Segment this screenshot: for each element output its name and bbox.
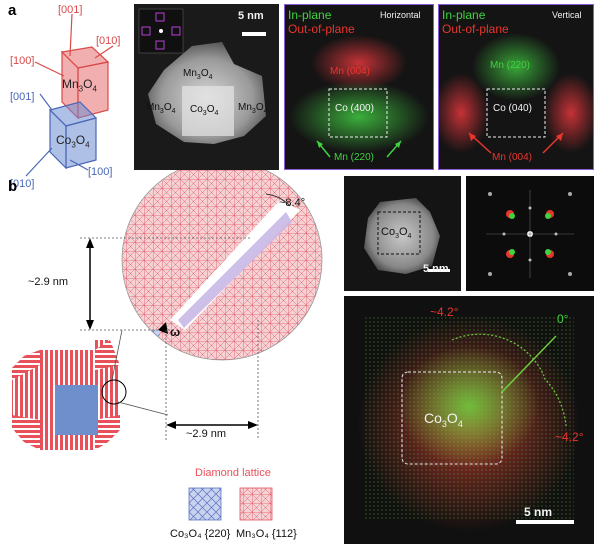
horizontal-co: Co (400) xyxy=(335,103,374,114)
legend-mn-tile xyxy=(239,487,273,521)
distance-horizontal-label: ~2.9 nm xyxy=(186,428,227,440)
co3o4-haadf-inset xyxy=(344,176,461,291)
horizontal-mn-top: Mn (004) xyxy=(330,66,371,77)
vertical-map-graphic xyxy=(439,33,593,154)
horizontal-mn-bottom: Mn (220) xyxy=(334,152,375,163)
magnified-lattice-circle xyxy=(122,170,322,360)
large-scale-label: 5 nm xyxy=(524,505,553,519)
strain-map-graphic xyxy=(357,316,581,532)
blue-axis-100 xyxy=(69,159,89,171)
haadf-mn-top: Mn3O4 xyxy=(183,68,213,81)
vertical-co: Co (040) xyxy=(493,103,532,114)
haadf-particle xyxy=(138,8,266,144)
nanoparticle-schematic xyxy=(12,340,127,450)
panel-a-letter: a xyxy=(8,2,17,19)
red-axis-010 xyxy=(94,45,114,59)
vertical-map xyxy=(438,4,594,170)
omega-label: ω xyxy=(170,325,181,339)
legend-co-label: Co₃O₄ {220} xyxy=(170,528,231,540)
angle-zero-label: 0° xyxy=(557,312,569,326)
small-scale-label: 5 nm xyxy=(423,263,449,275)
fft-pattern xyxy=(466,176,594,291)
co3o4-haadf-graphic xyxy=(364,198,450,274)
legend-title: Diamond lattice xyxy=(195,467,271,479)
mn3o4-cube-label: Mn3O4 xyxy=(62,77,97,94)
fft-graphic xyxy=(486,190,574,278)
horizontal-tag: Horizontal xyxy=(380,10,421,20)
angle-top-label: ~4.2° xyxy=(430,305,459,319)
legend-mn-label: Mn₃O₄ {112} xyxy=(236,528,297,540)
panel-b-letter: b xyxy=(8,178,18,195)
cube-schematic xyxy=(25,13,114,177)
vertical-outplane-label: Out-of-plane xyxy=(442,22,509,36)
strain-center-label: Co3O4 xyxy=(424,410,463,429)
haadf-scale-label: 5 nm xyxy=(238,10,264,22)
horizontal-inplane-label: In-plane xyxy=(288,8,332,22)
blue-axis-100-label: [100] xyxy=(88,166,113,178)
lattice-schematic xyxy=(12,170,323,521)
vertical-tag: Vertical xyxy=(552,10,582,20)
red-axis-100 xyxy=(34,61,65,77)
angle-label-b: ~8.4° xyxy=(279,197,306,209)
co3o4-inset-label: Co3O4 xyxy=(381,226,412,241)
horizontal-map xyxy=(284,4,434,170)
blue-axis-010 xyxy=(25,147,53,177)
red-axis-010-label: [010] xyxy=(96,35,121,47)
haadf-image xyxy=(134,4,279,170)
vertical-mn-bottom: Mn (004) xyxy=(492,152,533,163)
vertical-inplane-label: In-plane xyxy=(442,8,486,22)
blue-axis-001 xyxy=(39,93,53,111)
angle-right-label: ~4.2° xyxy=(555,430,584,444)
haadf-mn-left: Mn3O4 xyxy=(146,102,176,115)
co3o4-cube-label: Co3O4 xyxy=(56,133,90,150)
red-axis-001 xyxy=(69,13,73,57)
legend-co-tile xyxy=(188,487,222,521)
red-axis-001-label: [001] xyxy=(58,4,83,16)
haadf-co-center: Co3O4 xyxy=(190,104,219,117)
vertical-mn-top: Mn (220) xyxy=(490,60,531,71)
horizontal-map-graphic xyxy=(289,35,429,158)
horizontal-outplane-label: Out-of-plane xyxy=(288,22,355,36)
red-axis-100-label: [100] xyxy=(10,55,35,67)
blue-axis-001-label: [001] xyxy=(10,91,35,103)
distance-vertical-label: ~2.9 nm xyxy=(28,276,69,288)
co3o4-cube xyxy=(48,101,98,170)
haadf-mn-right: Mn3O4 xyxy=(238,102,268,115)
strain-map xyxy=(344,296,594,544)
blue-axis-010-label: [010] xyxy=(10,178,35,190)
